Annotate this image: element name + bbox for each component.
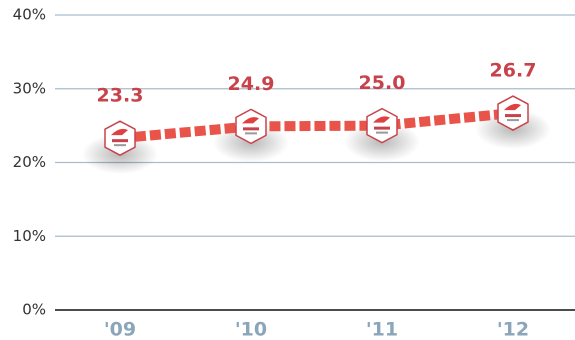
- value-label: 24.9: [228, 73, 275, 95]
- badge-swoosh: [373, 116, 390, 123]
- x-tick-label: '10: [235, 319, 267, 340]
- badge-swoosh: [504, 103, 521, 111]
- badge-swoosh: [111, 128, 128, 136]
- line: [119, 108, 514, 144]
- y-tick-label: 0%: [22, 301, 46, 319]
- value-label: 26.7: [490, 60, 537, 82]
- y-tick-label: 10%: [13, 227, 46, 245]
- marker: [497, 95, 529, 131]
- y-tick-label: 20%: [13, 153, 46, 171]
- badge-swoosh: [242, 117, 259, 124]
- badge: [235, 108, 267, 145]
- badge-text: [376, 131, 388, 134]
- marker: [366, 107, 398, 144]
- badge-text: [245, 132, 257, 135]
- badge-text: [243, 127, 259, 131]
- badge-text: [505, 114, 521, 118]
- x-tick-label: '11: [366, 319, 398, 340]
- badge-text: [112, 139, 128, 143]
- x-tick-label: '09: [104, 319, 136, 340]
- marker: [104, 120, 136, 156]
- badge-text: [507, 119, 519, 122]
- badge-text: [114, 144, 126, 147]
- value-label: 25.0: [359, 72, 406, 94]
- value-label: 23.3: [97, 85, 144, 107]
- marker: [235, 108, 267, 145]
- y-tick-label: 40%: [13, 6, 46, 24]
- x-tick-label: '12: [497, 319, 529, 340]
- badge: [104, 120, 136, 156]
- badge: [366, 107, 398, 144]
- badge: [497, 95, 529, 131]
- badge-text: [374, 126, 390, 130]
- y-tick-label: 30%: [13, 79, 46, 97]
